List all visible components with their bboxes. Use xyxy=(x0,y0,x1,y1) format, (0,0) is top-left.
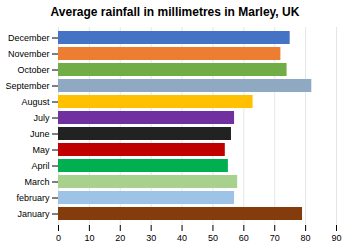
svg-text:March: March xyxy=(24,177,49,187)
svg-text:60: 60 xyxy=(239,233,249,243)
svg-text:November: November xyxy=(8,49,50,59)
svg-text:february: february xyxy=(16,193,50,203)
svg-text:May: May xyxy=(32,145,50,155)
svg-text:June: June xyxy=(30,129,50,139)
html-text:Average rainfall in millimetre: Average rainfall in millimetres in Marle… xyxy=(50,5,300,19)
svg-text:20: 20 xyxy=(115,233,125,243)
svg-text:90: 90 xyxy=(331,233,341,243)
svg-text:April: April xyxy=(31,161,49,171)
svg-text:30: 30 xyxy=(146,233,156,243)
svg-text:October: October xyxy=(17,65,49,75)
svg-text:80: 80 xyxy=(301,233,311,243)
svg-text:January: January xyxy=(17,209,50,219)
svg-text:July: July xyxy=(33,113,50,123)
svg-text:0: 0 xyxy=(56,233,61,243)
svg-text:70: 70 xyxy=(270,233,280,243)
svg-text:December: December xyxy=(8,33,50,43)
svg-text:40: 40 xyxy=(177,233,187,243)
svg-text:September: September xyxy=(5,81,49,91)
svg-text:August: August xyxy=(21,97,50,107)
svg-text:50: 50 xyxy=(208,233,218,243)
svg-text:10: 10 xyxy=(84,233,94,243)
